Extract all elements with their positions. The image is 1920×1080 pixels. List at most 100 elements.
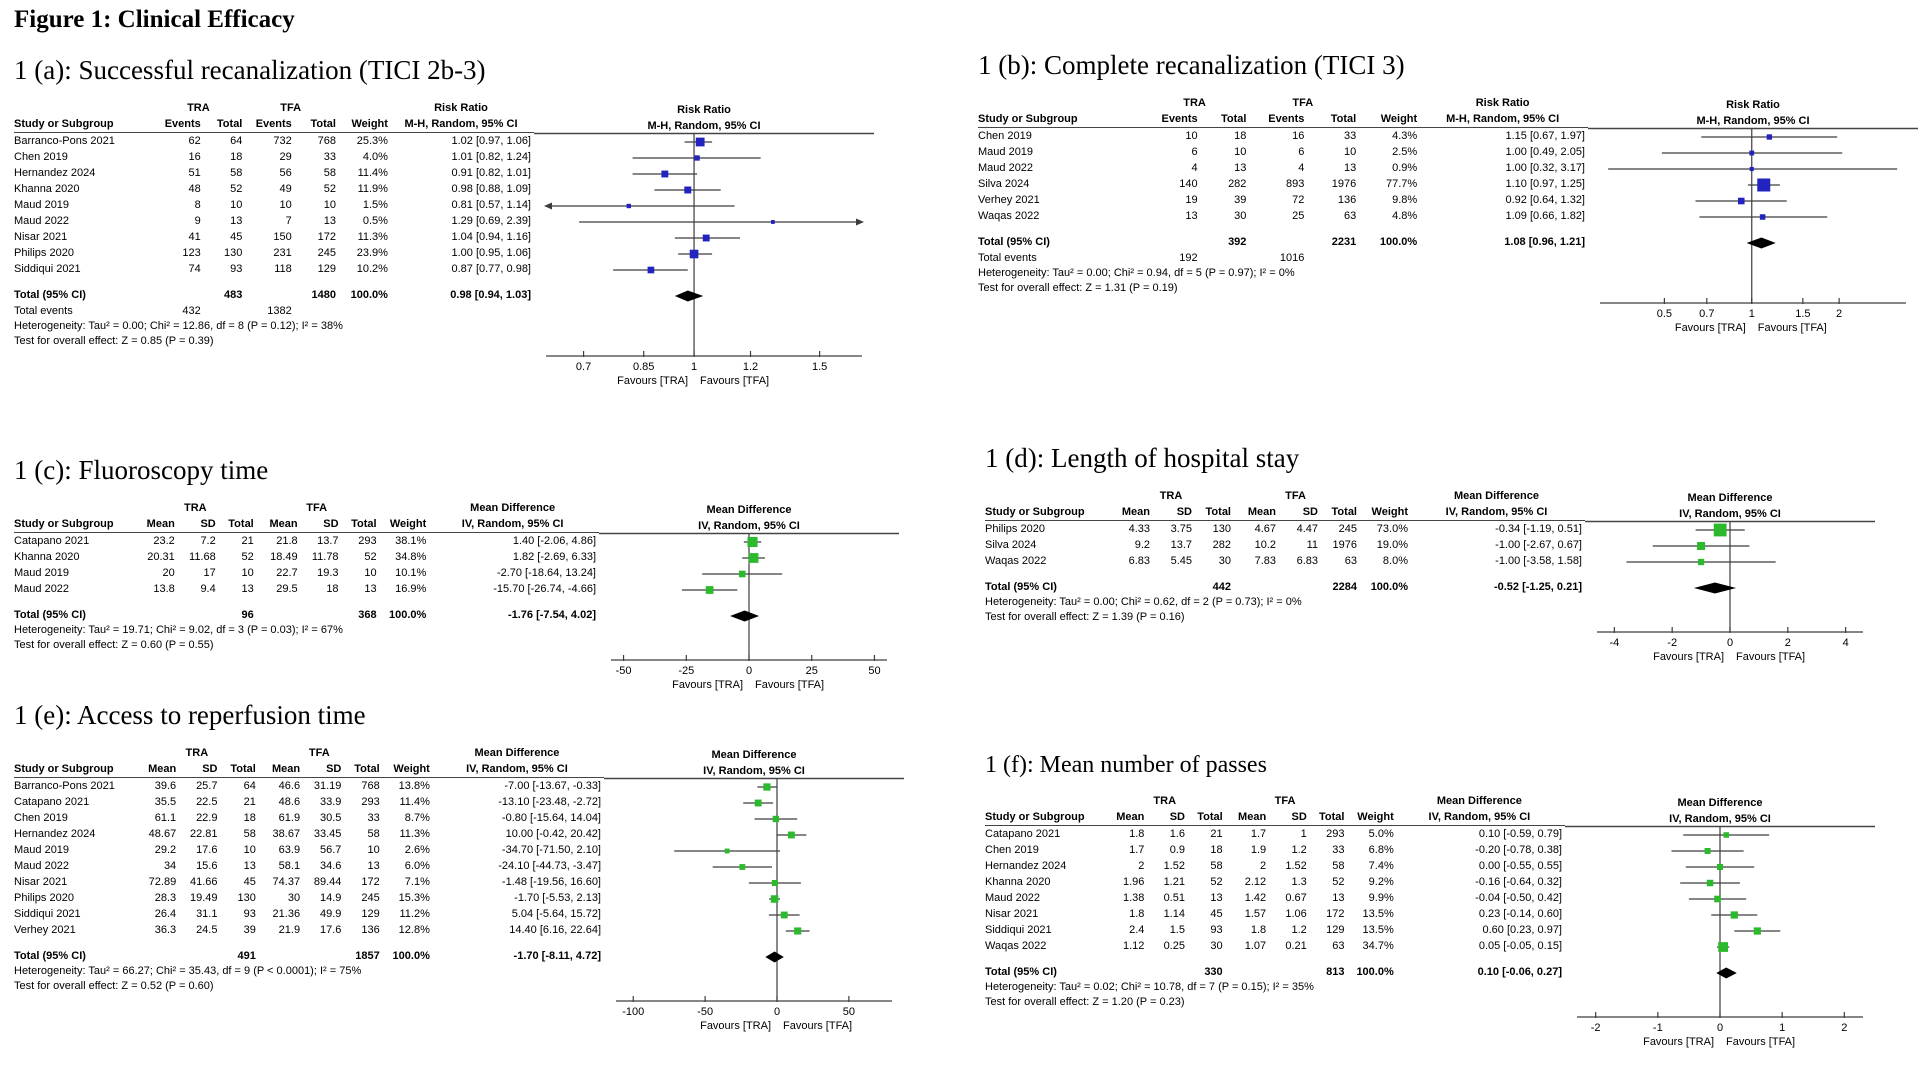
weight-col-header: Weight — [379, 516, 430, 533]
spacer-header — [985, 488, 1111, 504]
effect-marker — [1706, 879, 1714, 887]
group2-sub-header: Events — [1249, 111, 1308, 128]
weight-col-header: Weight — [338, 116, 391, 133]
effect-marker — [1697, 541, 1706, 551]
favours-left-label: Favours [TRA] — [1653, 651, 1724, 663]
spacer-header — [14, 745, 138, 761]
panel-1d-length-of-hospital-stay: 1 (d): Length of hospital stay TRA TFA Mea… — [985, 443, 1875, 664]
spacer-header — [14, 500, 137, 516]
study-row: Verhey 2021 36.3 24.5 39 21.9 17.6 136 12.8% 14.… — [14, 924, 601, 936]
plot-method-header: IV, Random, 95% CI — [703, 765, 805, 777]
group1-sub-header: Total — [1187, 809, 1226, 826]
weight-col-header: Weight — [1359, 111, 1421, 128]
study-row: Maud 2022 1.38 0.51 13 1.42 0.67 13 9.9% -0.04 [… — [985, 892, 1562, 904]
axis-tick-label: -2 — [1667, 637, 1677, 649]
overall-effect-note: Test for overall effect: Z = 0.85 (P = 0… — [14, 335, 214, 347]
forest-table-1c: TRA TFA Mean Difference Study or Subgroup Me… — [14, 500, 599, 623]
study-row: Maud 2022 34 15.6 13 58.1 34.6 13 6.0% -24.10 [-… — [14, 860, 601, 872]
group2-header: TFA — [280, 102, 302, 114]
plot-effect-header: Risk Ratio — [1726, 99, 1780, 111]
heterogeneity-note: Heterogeneity: Tau² = 66.27; Chi² = 35.4… — [14, 965, 362, 977]
weight-col-header: Weight — [382, 761, 433, 778]
effect-marker — [1730, 911, 1738, 919]
total-row: Total (95% CI) 392 2231 100.0% 1.08 [0.96, 1… — [978, 236, 1585, 248]
effect-marker — [1718, 942, 1728, 952]
group1-header: TRA — [184, 502, 207, 514]
spacer-header — [339, 100, 391, 116]
group1-header: TRA — [1153, 795, 1177, 807]
gap-row — [14, 277, 534, 287]
group1-sub-header: Total — [220, 761, 259, 778]
axis-tick-label: -50 — [697, 1006, 713, 1018]
panel-body: TRA TFA Mean Difference Study or Subgroup Me… — [14, 500, 899, 692]
method-header: M-H, Random, 95% CI — [390, 116, 534, 133]
effect-marker — [702, 234, 710, 242]
study-col-header: Study or Subgroup — [978, 111, 1143, 128]
effect-header: Risk Ratio — [434, 102, 488, 114]
effect-marker — [770, 220, 775, 224]
axis-tick-label: 25 — [806, 665, 818, 677]
axis-tick-label: 1 — [691, 361, 697, 373]
favours-right-label: Favours [TFA] — [1736, 651, 1805, 663]
plot-effect-header: Mean Difference — [1688, 492, 1773, 504]
study-row: Catapano 2021 35.5 22.5 21 48.6 33.9 293 11.4% -… — [14, 796, 601, 808]
axis-tick-label: 1 — [1779, 1022, 1785, 1034]
plot-effect-header: Mean Difference — [707, 504, 792, 516]
axis-tick-label: 1.2 — [743, 361, 758, 373]
study-row: Waqas 2022 13 30 25 63 4.8% 1.09 [0.66, 1.82] — [978, 210, 1585, 222]
forest-plot-1c: Mean Difference IV, Random, 95% CI -50 -25 0… — [599, 504, 899, 691]
study-col-header: Study or Subgroup — [14, 761, 138, 778]
favours-left-label: Favours [TRA] — [617, 375, 688, 387]
effect-marker — [738, 570, 746, 578]
effect-header: Risk Ratio — [1475, 97, 1530, 109]
axis-tick-label: 4 — [1843, 637, 1849, 649]
panel-1e-access-to-reperfusion-time: 1 (e): Access to reperfusion time TRA TFA… — [14, 700, 904, 1033]
effect-marker — [647, 266, 655, 274]
study-row: Hernandez 2024 51 58 56 58 11.4% 0.91 [0.82, 1… — [14, 167, 531, 179]
effect-marker — [1737, 197, 1745, 205]
figure-title: Figure 1: Clinical Efficacy — [14, 6, 295, 33]
study-col-header: Study or Subgroup — [985, 809, 1107, 826]
group2-header: TFA — [306, 502, 328, 514]
study-row: Philips 2020 4.33 3.75 130 4.67 4.47 245 73.0% -… — [985, 523, 1582, 535]
heterogeneity-note: Heterogeneity: Tau² = 0.00; Chi² = 0.94,… — [978, 267, 1295, 279]
weight-col-header: Weight — [1360, 504, 1411, 521]
spacer-header — [1360, 488, 1411, 504]
study-row: Khanna 2020 20.31 11.68 52 18.49 11.78 52 34.8%… — [14, 551, 596, 563]
ci-arrow-right — [856, 218, 864, 226]
favours-right-label: Favours [TFA] — [1758, 322, 1827, 334]
group1-sub-header: Events — [1142, 111, 1201, 128]
gap-row — [14, 597, 599, 607]
axis-tick-label: 2 — [1841, 1022, 1847, 1034]
panel-title-1d: 1 (d): Length of hospital stay — [985, 443, 1300, 473]
favours-right-label: Favours [TFA] — [1726, 1036, 1795, 1048]
effect-marker — [747, 536, 758, 548]
study-row: Khanna 2020 48 52 49 52 11.9% 0.98 [0.88, 1.09… — [14, 183, 531, 195]
heterogeneity-note: Heterogeneity: Tau² = 0.00; Chi² = 0.62,… — [985, 596, 1302, 608]
favours-left-label: Favours [TRA] — [1675, 322, 1746, 334]
axis-tick-label: 2 — [1836, 308, 1842, 320]
axis-tick-label: 50 — [843, 1006, 855, 1018]
spacer-header — [1347, 793, 1396, 809]
study-row: Maud 2022 4 13 4 13 0.9% 1.00 [0.32, 3.17] — [978, 162, 1585, 174]
study-row: Philips 2020 28.3 19.49 130 30 14.9 245 15.3% -1… — [14, 892, 601, 904]
group2-header: TFA — [308, 747, 330, 759]
method-header: IV, Random, 95% CI — [1411, 504, 1585, 521]
forest-table-wrap: TRA TFA Mean Difference Study or Subgroup Me… — [14, 500, 599, 653]
total-diamond — [730, 610, 760, 622]
group1-sub-header: Mean — [136, 516, 178, 533]
study-row: Catapano 2021 1.8 1.6 21 1.7 1 293 5.0% 0.10 [-0… — [985, 828, 1562, 840]
overall-effect-note: Test for overall effect: Z = 0.60 (P = 0… — [14, 639, 214, 651]
gap-row — [985, 569, 1585, 579]
study-row: Chen 2019 10 18 16 33 4.3% 1.15 [0.67, 1.97] — [978, 130, 1585, 142]
forest-table-wrap: TRA TFA Mean Difference Study or Subgroup Me… — [14, 745, 604, 994]
overall-effect-note: Test for overall effect: Z = 1.39 (P = 0… — [985, 611, 1185, 623]
group1-header: TRA — [185, 747, 209, 759]
group1-header: TRA — [1159, 490, 1183, 502]
axis-tick-label: 0 — [1727, 637, 1733, 649]
axis-tick-label: 1.5 — [1795, 308, 1810, 320]
effect-marker — [1723, 832, 1730, 838]
study-row: Chen 2019 16 18 29 33 4.0% 1.01 [0.82, 1.24] — [14, 151, 531, 163]
plot-method-header: IV, Random, 95% CI — [1679, 508, 1781, 520]
study-row: Hernandez 2024 2 1.52 58 2 1.52 58 7.4% 0.00 [-0… — [985, 860, 1562, 872]
